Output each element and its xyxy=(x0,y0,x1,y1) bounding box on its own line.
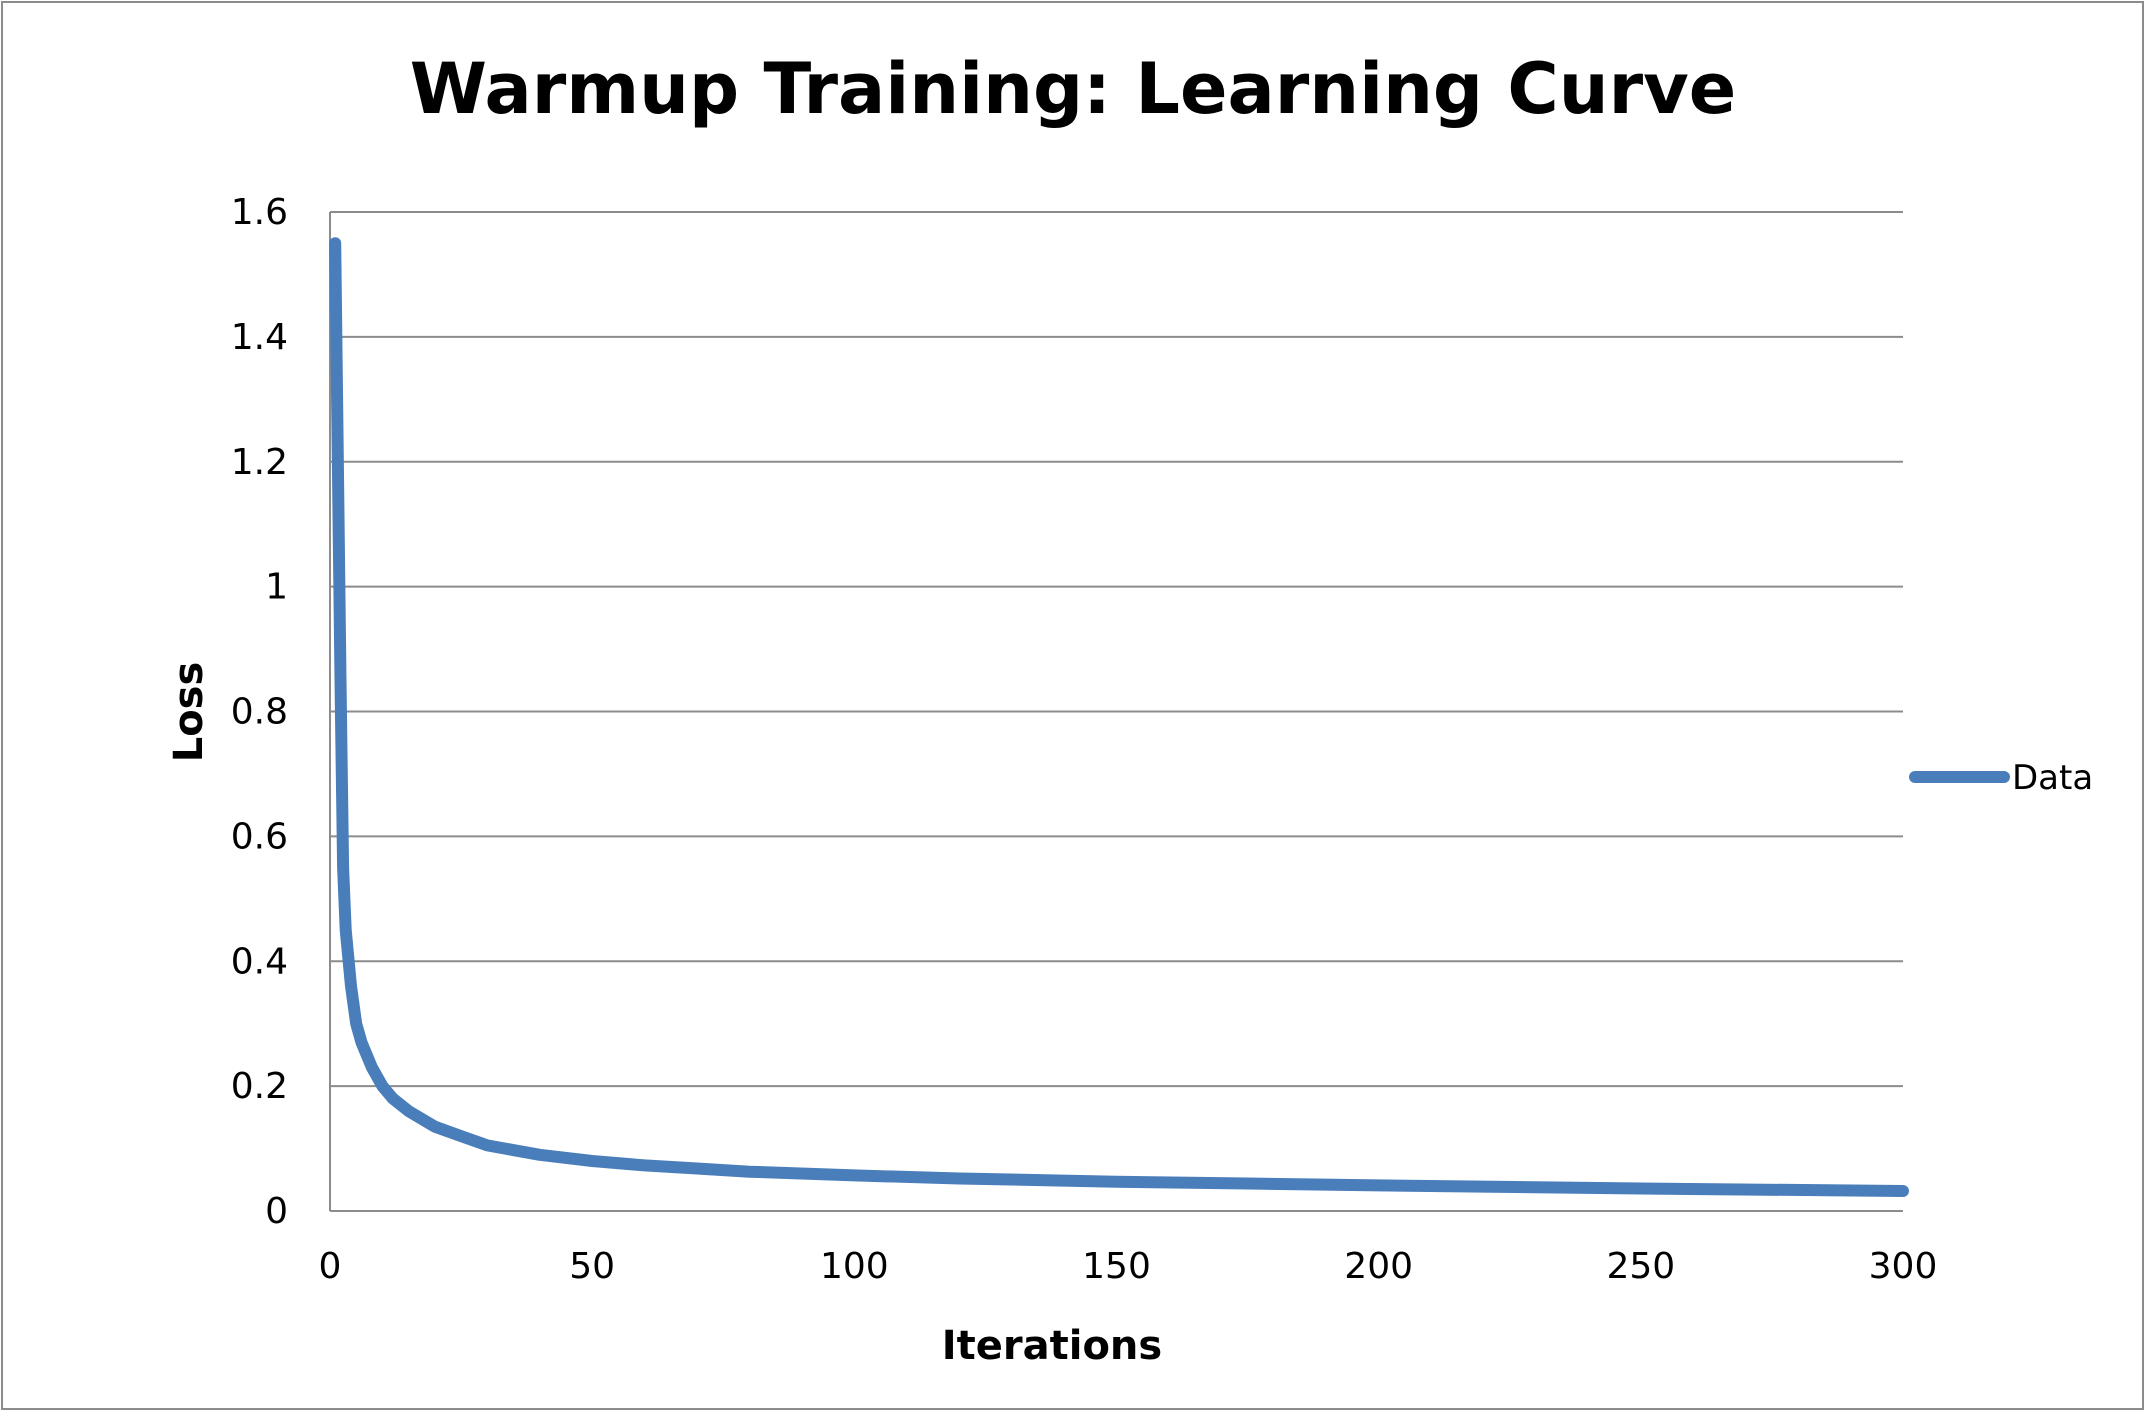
series-layer xyxy=(329,237,1909,1197)
legend: Data xyxy=(1909,758,2093,798)
y-axis-title: Loss xyxy=(166,662,212,763)
x-tick-label: 150 xyxy=(1082,1246,1151,1287)
x-tick-label: 0 xyxy=(319,1246,342,1287)
y-tick-label: 0 xyxy=(265,1191,288,1232)
series-line-data xyxy=(329,237,1909,1197)
y-tick-label: 0.4 xyxy=(231,941,288,982)
y-tick-label: 0.2 xyxy=(231,1066,288,1107)
x-tick-label: 100 xyxy=(820,1246,889,1287)
y-tick-label: 1.6 xyxy=(231,192,288,233)
y-tick-label: 1.4 xyxy=(231,317,288,358)
x-tick-label: 50 xyxy=(569,1246,615,1287)
tick-labels: 0 0.2 0.4 0.6 0.8 1 1.2 1.4 1.6 0 50 100 150 200 250 30… xyxy=(231,192,1938,1287)
x-tick-label: 300 xyxy=(1869,1246,1938,1287)
axes xyxy=(329,212,1903,1212)
x-axis-title: Iterations xyxy=(942,1323,1162,1369)
y-tick-label: 1 xyxy=(265,567,288,608)
y-tick-label: 0.8 xyxy=(231,692,288,733)
x-tick-label: 250 xyxy=(1606,1246,1675,1287)
y-tick-label: 1.2 xyxy=(231,442,288,483)
gridlines xyxy=(330,211,1903,1088)
x-tick-label: 200 xyxy=(1344,1246,1413,1287)
y-tick-label: 0.6 xyxy=(231,816,288,857)
chart-title: Warmup Training: Learning Curve xyxy=(410,48,1736,130)
legend-label-data: Data xyxy=(2012,758,2093,798)
